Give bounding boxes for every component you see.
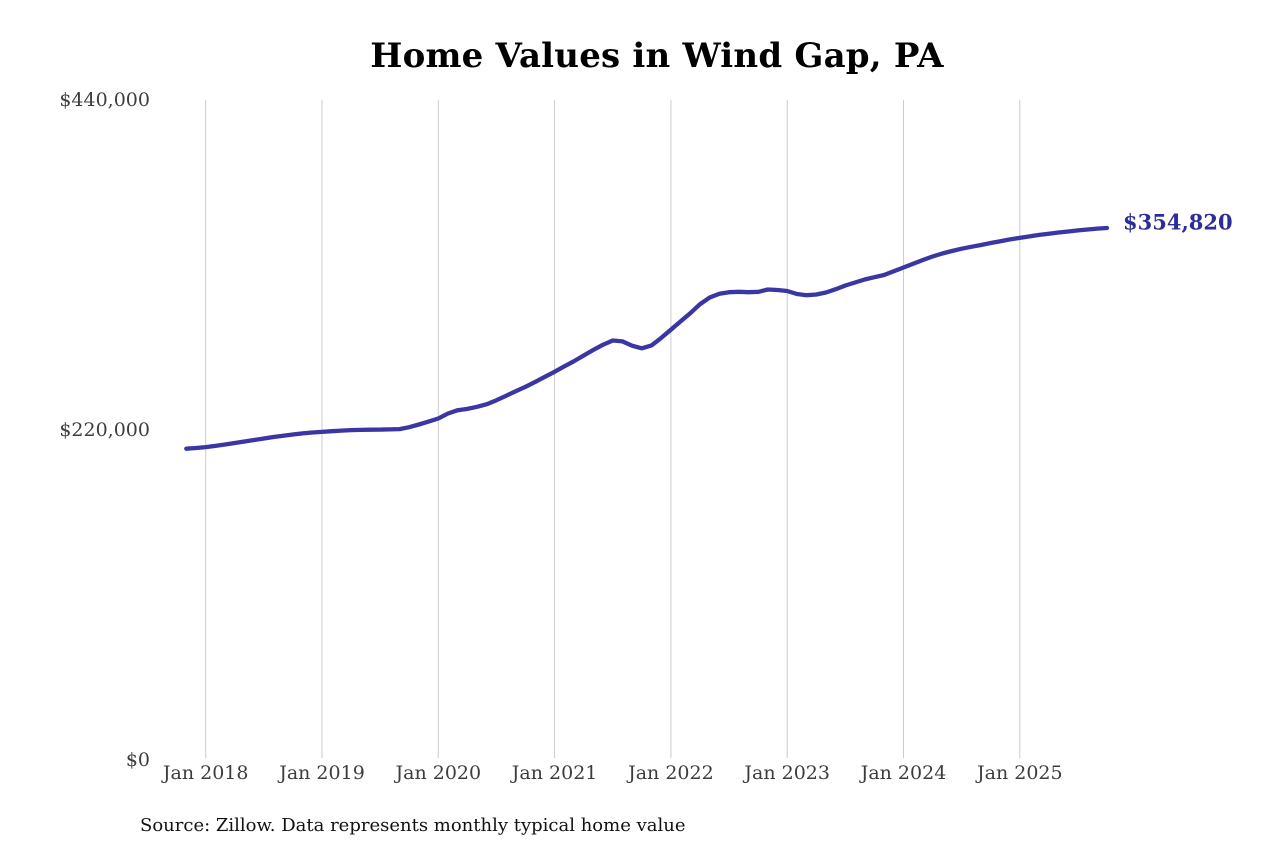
y-tick-label: $440,000 (59, 89, 150, 112)
chart-title: Home Values in Wind Gap, PA (370, 36, 944, 76)
x-tick-label: Jan 2018 (162, 762, 249, 784)
y-tick-label: $0 (125, 749, 150, 771)
source-note: Source: Zillow. Data represents monthly … (140, 815, 686, 836)
x-tick-label: Jan 2023 (744, 762, 830, 784)
x-tick-label: Jan 2024 (860, 762, 947, 784)
x-tick-label: Jan 2019 (279, 762, 365, 784)
x-tick-label: Jan 2021 (511, 762, 598, 784)
x-tick-label: Jan 2025 (977, 762, 1063, 784)
x-tick-label: Jan 2022 (628, 762, 714, 784)
value-line (184, 225, 1110, 451)
y-tick-label: $220,000 (59, 419, 150, 442)
end-value-label: $354,820 (1123, 209, 1233, 235)
x-tick-label: Jan 2020 (395, 762, 482, 784)
